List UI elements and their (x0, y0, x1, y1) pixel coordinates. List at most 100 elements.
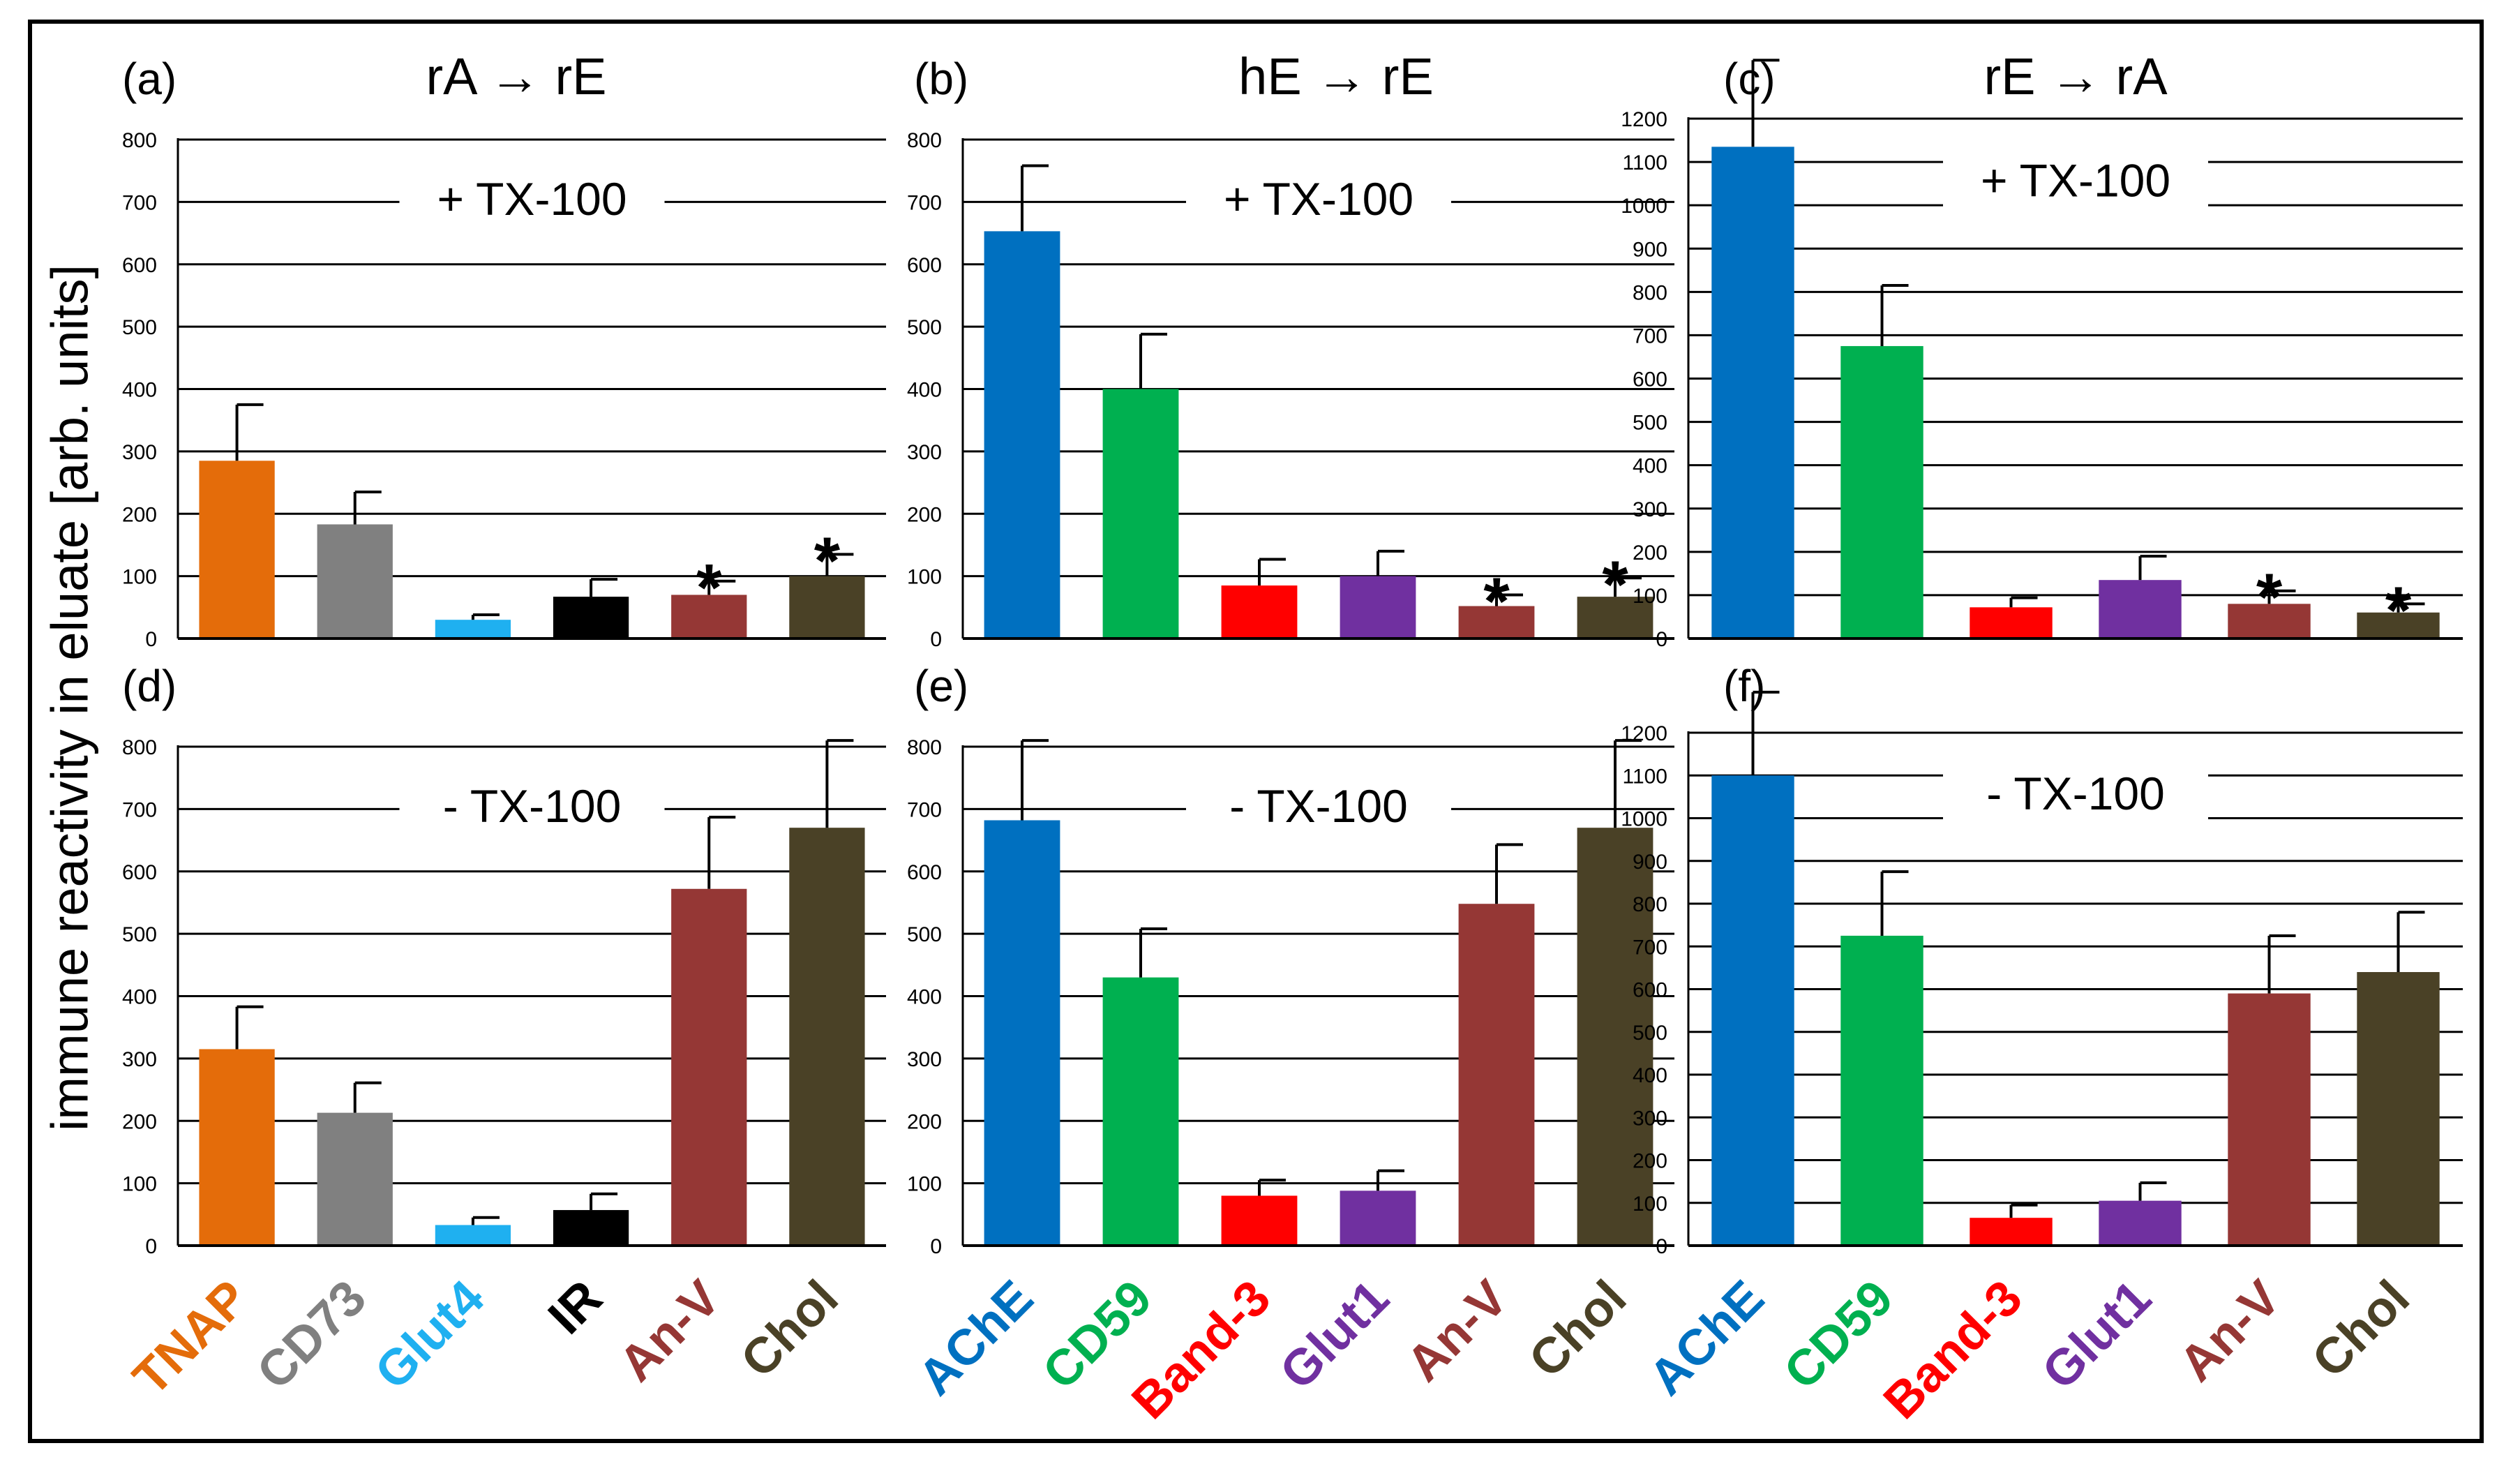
y-tick-label: 0 (1656, 1235, 1667, 1258)
y-tick-label: 700 (1633, 324, 1667, 348)
y-tick-label: 0 (145, 628, 157, 651)
y-tick-label: 500 (1633, 1022, 1667, 1045)
annotation-box (399, 771, 665, 838)
y-tick-label: 700 (122, 191, 157, 214)
bar-cd59 (1102, 977, 1179, 1246)
y-tick-label: 600 (122, 861, 157, 884)
y-tick-label: 200 (907, 503, 942, 526)
panel-label: (b) (914, 54, 968, 104)
bar-ache (1711, 775, 1794, 1246)
y-tick-label: 1200 (1621, 108, 1667, 131)
y-tick-label: 400 (1633, 1064, 1667, 1087)
bar-cd73 (317, 524, 393, 639)
y-tick-label: 300 (122, 1048, 157, 1071)
y-tick-label: 200 (1633, 542, 1667, 565)
bar-tnap (199, 1049, 275, 1246)
y-tick-label: 0 (145, 1235, 157, 1258)
bar-chol (789, 828, 865, 1246)
y-tick-label: 0 (930, 628, 942, 651)
category-label-an-v: An-V (2168, 1270, 2290, 1392)
bar-an-v (2228, 604, 2311, 639)
y-tick-label: 800 (122, 736, 157, 759)
category-label-chol: Chol (730, 1270, 849, 1389)
panel-c: 0 100 200 300 400 500 600 700 800 900 1000 1100 1200… (1621, 47, 2463, 651)
y-tick-label: 700 (122, 798, 157, 821)
bar-an-v (671, 595, 747, 639)
bar-chol (2357, 612, 2440, 639)
y-tick-label: 400 (907, 379, 942, 402)
annotation-box (1943, 759, 2208, 826)
bar-glut4 (435, 620, 511, 639)
significance-star: * (814, 523, 841, 598)
category-label-ache: AChE (1639, 1270, 1775, 1406)
y-tick-label: 500 (907, 923, 942, 946)
bar-chol (1577, 828, 1653, 1246)
y-tick-label: 800 (907, 129, 942, 152)
category-label-tnap: TNAP (123, 1270, 259, 1406)
treatment-label: - TX-100 (443, 780, 622, 832)
category-label-band-3: Band-3 (1873, 1270, 2033, 1430)
y-tick-label: 100 (122, 566, 157, 589)
bar-cd59 (1840, 345, 1923, 639)
y-tick-label: 800 (122, 129, 157, 152)
bar-chol (2357, 972, 2440, 1246)
y-tick-label: 1000 (1621, 195, 1667, 218)
y-tick-label: 200 (122, 503, 157, 526)
bar-glut4 (435, 1225, 511, 1246)
y-tick-label: 1100 (1622, 765, 1667, 788)
panel-title: hE → rE (1238, 47, 1434, 105)
y-tick-label: 700 (907, 191, 942, 214)
panel-a: 0 100 200 300 400 500 600 700 800 + TX-100 (a) rA →… (122, 47, 886, 651)
significance-star: * (696, 551, 723, 625)
category-label-an-v: An-V (608, 1270, 730, 1392)
y-tick-label: 1200 (1621, 722, 1667, 745)
treatment-label: + TX-100 (1981, 154, 2170, 206)
bar-chol (789, 576, 865, 639)
panel-b: 0 100 200 300 400 500 600 700 800 + TX-100 (b) hE →… (907, 47, 1674, 651)
y-tick-label: 500 (122, 316, 157, 339)
significance-star: * (2256, 560, 2283, 635)
treatment-label: + TX-100 (1224, 173, 1413, 225)
y-tick-label: 300 (1633, 1107, 1667, 1130)
bar-ir (553, 597, 629, 639)
y-tick-label: 300 (122, 441, 157, 464)
y-tick-label: 100 (1633, 1193, 1667, 1216)
y-tick-label: 400 (122, 986, 157, 1009)
bar-an-v (2228, 993, 2311, 1246)
panel-d: 0 100 200 300 400 500 600 700 800 - TX-100 (d) TNAP… (122, 661, 886, 1406)
panel-e: 0 100 200 300 400 500 600 700 800 - TX-100 (e) AChE… (907, 661, 1674, 1430)
y-tick-label: 900 (1633, 238, 1667, 261)
panel-f: 0 100 200 300 400 500 600 700 800 900 1000 1100 1200… (1621, 661, 2463, 1430)
y-tick-label: 800 (1633, 893, 1667, 916)
y-tick-label: 400 (122, 379, 157, 402)
panel-label: (d) (122, 661, 177, 711)
y-tick-label: 200 (907, 1110, 942, 1133)
panel-title: rE → rA (1983, 47, 2168, 105)
annotation-box (399, 164, 665, 231)
category-label-an-v: An-V (1396, 1270, 1518, 1392)
y-tick-label: 400 (907, 986, 942, 1009)
bar-cd59 (1840, 935, 1923, 1246)
bar-an-v (1458, 606, 1535, 639)
y-tick-label: 300 (907, 1048, 942, 1071)
y-tick-label: 400 (1633, 455, 1667, 478)
figure-frame (28, 20, 2484, 1443)
y-tick-label: 0 (930, 1235, 942, 1258)
bar-ache (1711, 147, 1794, 639)
category-label-glut1: Glut1 (1270, 1270, 1400, 1401)
bar-an-v (671, 888, 747, 1246)
bar-chol (1577, 597, 1653, 639)
y-tick-label: 100 (907, 1173, 942, 1196)
y-tick-label: 500 (1633, 412, 1667, 435)
y-tick-label: 600 (122, 254, 157, 277)
bar-glut1 (2099, 1200, 2182, 1246)
treatment-label: - TX-100 (1986, 768, 2165, 819)
y-tick-label: 1100 (1622, 151, 1667, 174)
category-label-chol: Chol (2302, 1270, 2420, 1389)
y-tick-label: 300 (1633, 498, 1667, 521)
y-tick-label: 700 (1633, 936, 1667, 959)
y-tick-label: 600 (1633, 368, 1667, 391)
panel-label: (f) (1723, 661, 1765, 711)
y-tick-label: 800 (907, 736, 942, 759)
